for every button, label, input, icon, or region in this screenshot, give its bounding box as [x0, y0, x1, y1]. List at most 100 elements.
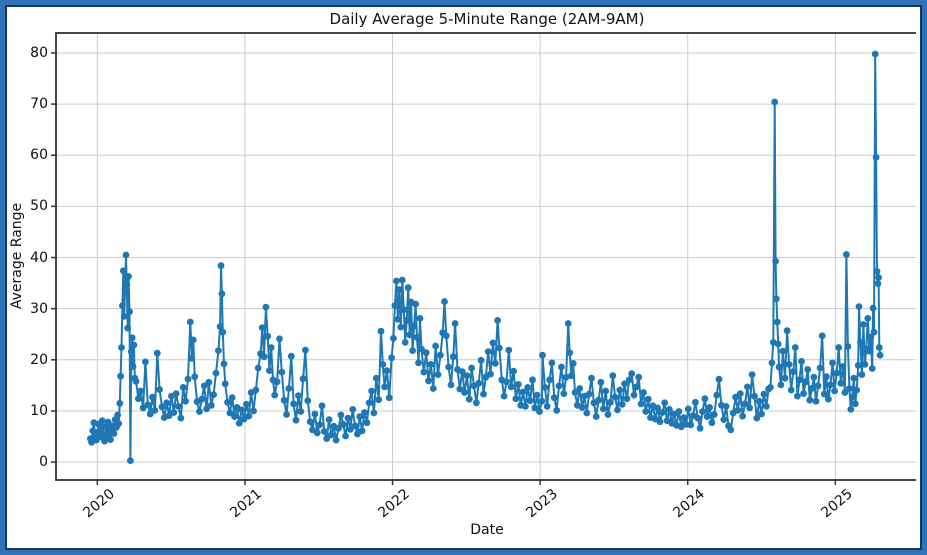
data-point: [487, 370, 494, 378]
data-point: [833, 369, 841, 377]
data-point: [566, 349, 574, 357]
y-tick-label: 10: [30, 402, 48, 419]
data-point: [599, 405, 607, 413]
data-point: [200, 382, 208, 390]
data-point: [507, 383, 515, 391]
data-point: [425, 377, 432, 385]
data-point: [558, 363, 565, 371]
data-point: [640, 389, 647, 396]
data-point: [434, 371, 442, 378]
y-tick-label: 20: [30, 351, 48, 368]
data-point: [656, 418, 664, 426]
data-point: [543, 403, 551, 410]
data-point: [142, 358, 149, 366]
data-point: [703, 413, 711, 420]
data-point: [429, 385, 437, 392]
data-point: [391, 302, 399, 309]
data-point: [311, 410, 319, 418]
data-point: [146, 410, 154, 418]
data-point: [855, 303, 863, 310]
data-point: [865, 347, 873, 355]
data-point: [250, 407, 257, 415]
data-point: [210, 391, 218, 398]
data-point: [127, 348, 135, 355]
data-point: [564, 320, 572, 327]
data-point: [553, 407, 561, 414]
data-point: [368, 387, 375, 395]
data-point: [416, 315, 424, 322]
data-point: [217, 262, 225, 270]
data-point: [125, 273, 132, 280]
data-point: [245, 412, 253, 420]
data-point: [224, 398, 231, 406]
data-point: [868, 365, 876, 372]
data-point: [503, 378, 510, 386]
data-point: [153, 349, 161, 357]
data-point: [616, 386, 624, 394]
data-point: [806, 396, 814, 404]
chart-figure: Daily Average 5-Minute Range (2AM-9AM) D…: [7, 7, 916, 544]
data-point: [441, 298, 448, 305]
data-point: [846, 385, 853, 392]
axes-spine: [55, 32, 916, 481]
data-point: [779, 347, 787, 355]
data-point: [283, 411, 290, 418]
data-point: [602, 387, 610, 395]
data-point: [456, 385, 464, 393]
data-point: [119, 267, 127, 275]
data-point: [144, 401, 152, 409]
data-point: [403, 317, 411, 324]
data-point: [393, 277, 400, 285]
data-point: [876, 351, 884, 359]
data-point: [837, 379, 845, 387]
data-point: [196, 408, 203, 415]
data-point: [844, 343, 852, 350]
data-point: [137, 387, 145, 395]
data-point: [755, 397, 763, 405]
data-point: [854, 362, 862, 369]
data-point: [175, 403, 182, 410]
data-point: [262, 303, 270, 311]
data-point: [127, 457, 134, 464]
data-point: [370, 409, 378, 417]
data-point: [611, 393, 619, 401]
data-point: [216, 323, 224, 330]
data-point: [867, 333, 875, 341]
data-point: [500, 392, 508, 400]
data-point: [789, 368, 797, 375]
data-point: [337, 411, 345, 419]
y-tick-label: 0: [39, 454, 48, 471]
data-point: [254, 364, 262, 372]
data-point: [767, 384, 774, 391]
data-point: [339, 420, 347, 428]
data-point: [325, 416, 333, 423]
data-point: [383, 367, 391, 374]
data-point: [734, 407, 742, 414]
data-point: [722, 403, 730, 410]
data-point: [791, 344, 799, 351]
data-point: [390, 334, 397, 342]
data-point: [415, 359, 422, 367]
data-point: [377, 327, 385, 335]
data-point: [873, 267, 881, 275]
data-point: [526, 397, 534, 405]
data-point: [822, 373, 830, 381]
data-point: [576, 385, 584, 392]
data-point: [397, 323, 405, 331]
data-point: [659, 409, 666, 416]
data-point: [875, 274, 882, 281]
data-point: [772, 257, 779, 265]
data-point: [857, 339, 864, 346]
data-point: [715, 375, 723, 383]
data-point: [804, 366, 812, 373]
data-point: [588, 374, 595, 382]
data-point: [442, 332, 450, 340]
data-point: [398, 276, 406, 284]
data-point: [235, 419, 243, 427]
data-point: [349, 406, 357, 413]
data-point: [519, 388, 527, 396]
data-point: [614, 406, 621, 414]
data-point: [252, 386, 260, 394]
data-point: [119, 302, 126, 309]
